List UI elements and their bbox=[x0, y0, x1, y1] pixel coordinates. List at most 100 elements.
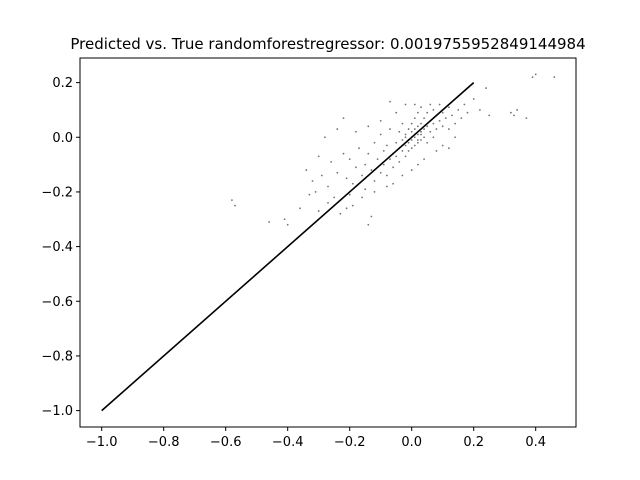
data-point bbox=[417, 111, 419, 114]
y-tick-label: 0.0 bbox=[52, 131, 73, 146]
reference-line bbox=[101, 81, 475, 412]
data-point bbox=[373, 141, 376, 144]
data-point bbox=[429, 130, 432, 133]
data-point bbox=[305, 169, 308, 171]
data-point bbox=[364, 188, 367, 191]
data-point bbox=[531, 76, 534, 79]
data-point bbox=[413, 136, 416, 139]
data-point bbox=[379, 119, 382, 122]
data-point bbox=[358, 147, 360, 150]
data-point bbox=[389, 128, 391, 130]
chart-title: Predicted vs. True randomforestregressor… bbox=[70, 35, 585, 53]
y-tick-label: −0.8 bbox=[41, 349, 73, 364]
data-point bbox=[317, 155, 320, 158]
data-point bbox=[413, 128, 416, 130]
data-point bbox=[448, 128, 450, 130]
x-tick-label: 0.4 bbox=[525, 435, 546, 450]
data-point bbox=[364, 163, 367, 166]
data-point bbox=[525, 117, 528, 120]
data-point bbox=[373, 191, 376, 193]
data-point bbox=[463, 103, 466, 106]
y-tick-label: 0.2 bbox=[52, 76, 73, 91]
data-point bbox=[286, 223, 289, 226]
y-axis: −1.0 −0.8 −0.6 −0.4 −0.2 0.0 0.2 bbox=[41, 76, 80, 419]
x-tick-label: −0.2 bbox=[334, 435, 366, 450]
data-point bbox=[420, 133, 422, 136]
data-point bbox=[417, 141, 419, 144]
data-point bbox=[401, 150, 404, 152]
data-point bbox=[454, 136, 456, 139]
data-point bbox=[231, 199, 233, 202]
data-point bbox=[404, 136, 407, 139]
y-tick-label: −1.0 bbox=[41, 404, 73, 419]
data-point bbox=[444, 117, 447, 120]
data-point bbox=[513, 114, 515, 117]
data-point bbox=[413, 117, 416, 120]
data-point bbox=[466, 111, 469, 114]
data-point bbox=[441, 144, 444, 147]
data-point bbox=[386, 144, 388, 147]
data-point bbox=[386, 185, 388, 188]
data-point bbox=[395, 141, 398, 144]
data-point bbox=[398, 130, 401, 133]
data-point bbox=[510, 111, 512, 114]
data-point bbox=[435, 128, 438, 130]
plot-area bbox=[79, 57, 577, 428]
data-point bbox=[317, 210, 320, 212]
data-point bbox=[311, 180, 314, 182]
data-point bbox=[410, 169, 413, 171]
data-point bbox=[413, 144, 416, 147]
data-point bbox=[448, 106, 450, 109]
data-point bbox=[355, 130, 357, 133]
data-point bbox=[404, 155, 407, 158]
x-tick-label: −0.4 bbox=[272, 435, 304, 450]
scatter-points bbox=[231, 73, 556, 226]
data-point bbox=[351, 204, 354, 207]
data-point bbox=[420, 122, 422, 125]
data-point bbox=[401, 139, 404, 141]
data-point bbox=[342, 152, 345, 155]
data-point bbox=[379, 171, 382, 174]
data-point bbox=[320, 174, 323, 177]
data-point bbox=[355, 166, 357, 169]
x-tick-label: 0.2 bbox=[463, 435, 484, 450]
data-point bbox=[361, 196, 363, 199]
y-tick-label: −0.2 bbox=[41, 185, 73, 200]
data-point bbox=[333, 196, 336, 199]
data-point bbox=[404, 144, 407, 147]
data-point bbox=[401, 174, 404, 177]
data-point bbox=[435, 150, 438, 152]
data-point bbox=[327, 185, 329, 188]
data-point bbox=[441, 111, 444, 114]
data-point bbox=[426, 141, 429, 144]
data-point bbox=[423, 136, 425, 139]
data-point bbox=[441, 125, 444, 128]
data-point bbox=[367, 125, 370, 128]
data-point bbox=[401, 122, 404, 125]
data-point bbox=[417, 125, 419, 128]
data-point bbox=[417, 163, 419, 166]
y-tick-label: −0.4 bbox=[41, 240, 73, 255]
data-point bbox=[283, 218, 286, 221]
x-tick-label: −1.0 bbox=[86, 435, 118, 450]
x-tick-label: 0.0 bbox=[401, 435, 422, 450]
data-point bbox=[268, 221, 270, 223]
data-point bbox=[330, 160, 332, 163]
x-tick-label: −0.8 bbox=[148, 435, 180, 450]
data-point bbox=[410, 147, 413, 150]
data-point bbox=[345, 177, 348, 180]
data-point bbox=[429, 103, 432, 106]
data-point bbox=[395, 155, 398, 158]
data-point bbox=[488, 114, 491, 117]
data-point bbox=[370, 215, 373, 218]
data-point bbox=[413, 103, 416, 106]
data-point bbox=[410, 122, 413, 125]
data-point bbox=[376, 158, 379, 161]
data-point bbox=[299, 207, 301, 210]
data-point bbox=[324, 136, 326, 139]
data-point bbox=[516, 109, 518, 111]
data-point bbox=[398, 160, 401, 163]
data-point bbox=[361, 174, 363, 177]
data-point bbox=[423, 128, 425, 130]
